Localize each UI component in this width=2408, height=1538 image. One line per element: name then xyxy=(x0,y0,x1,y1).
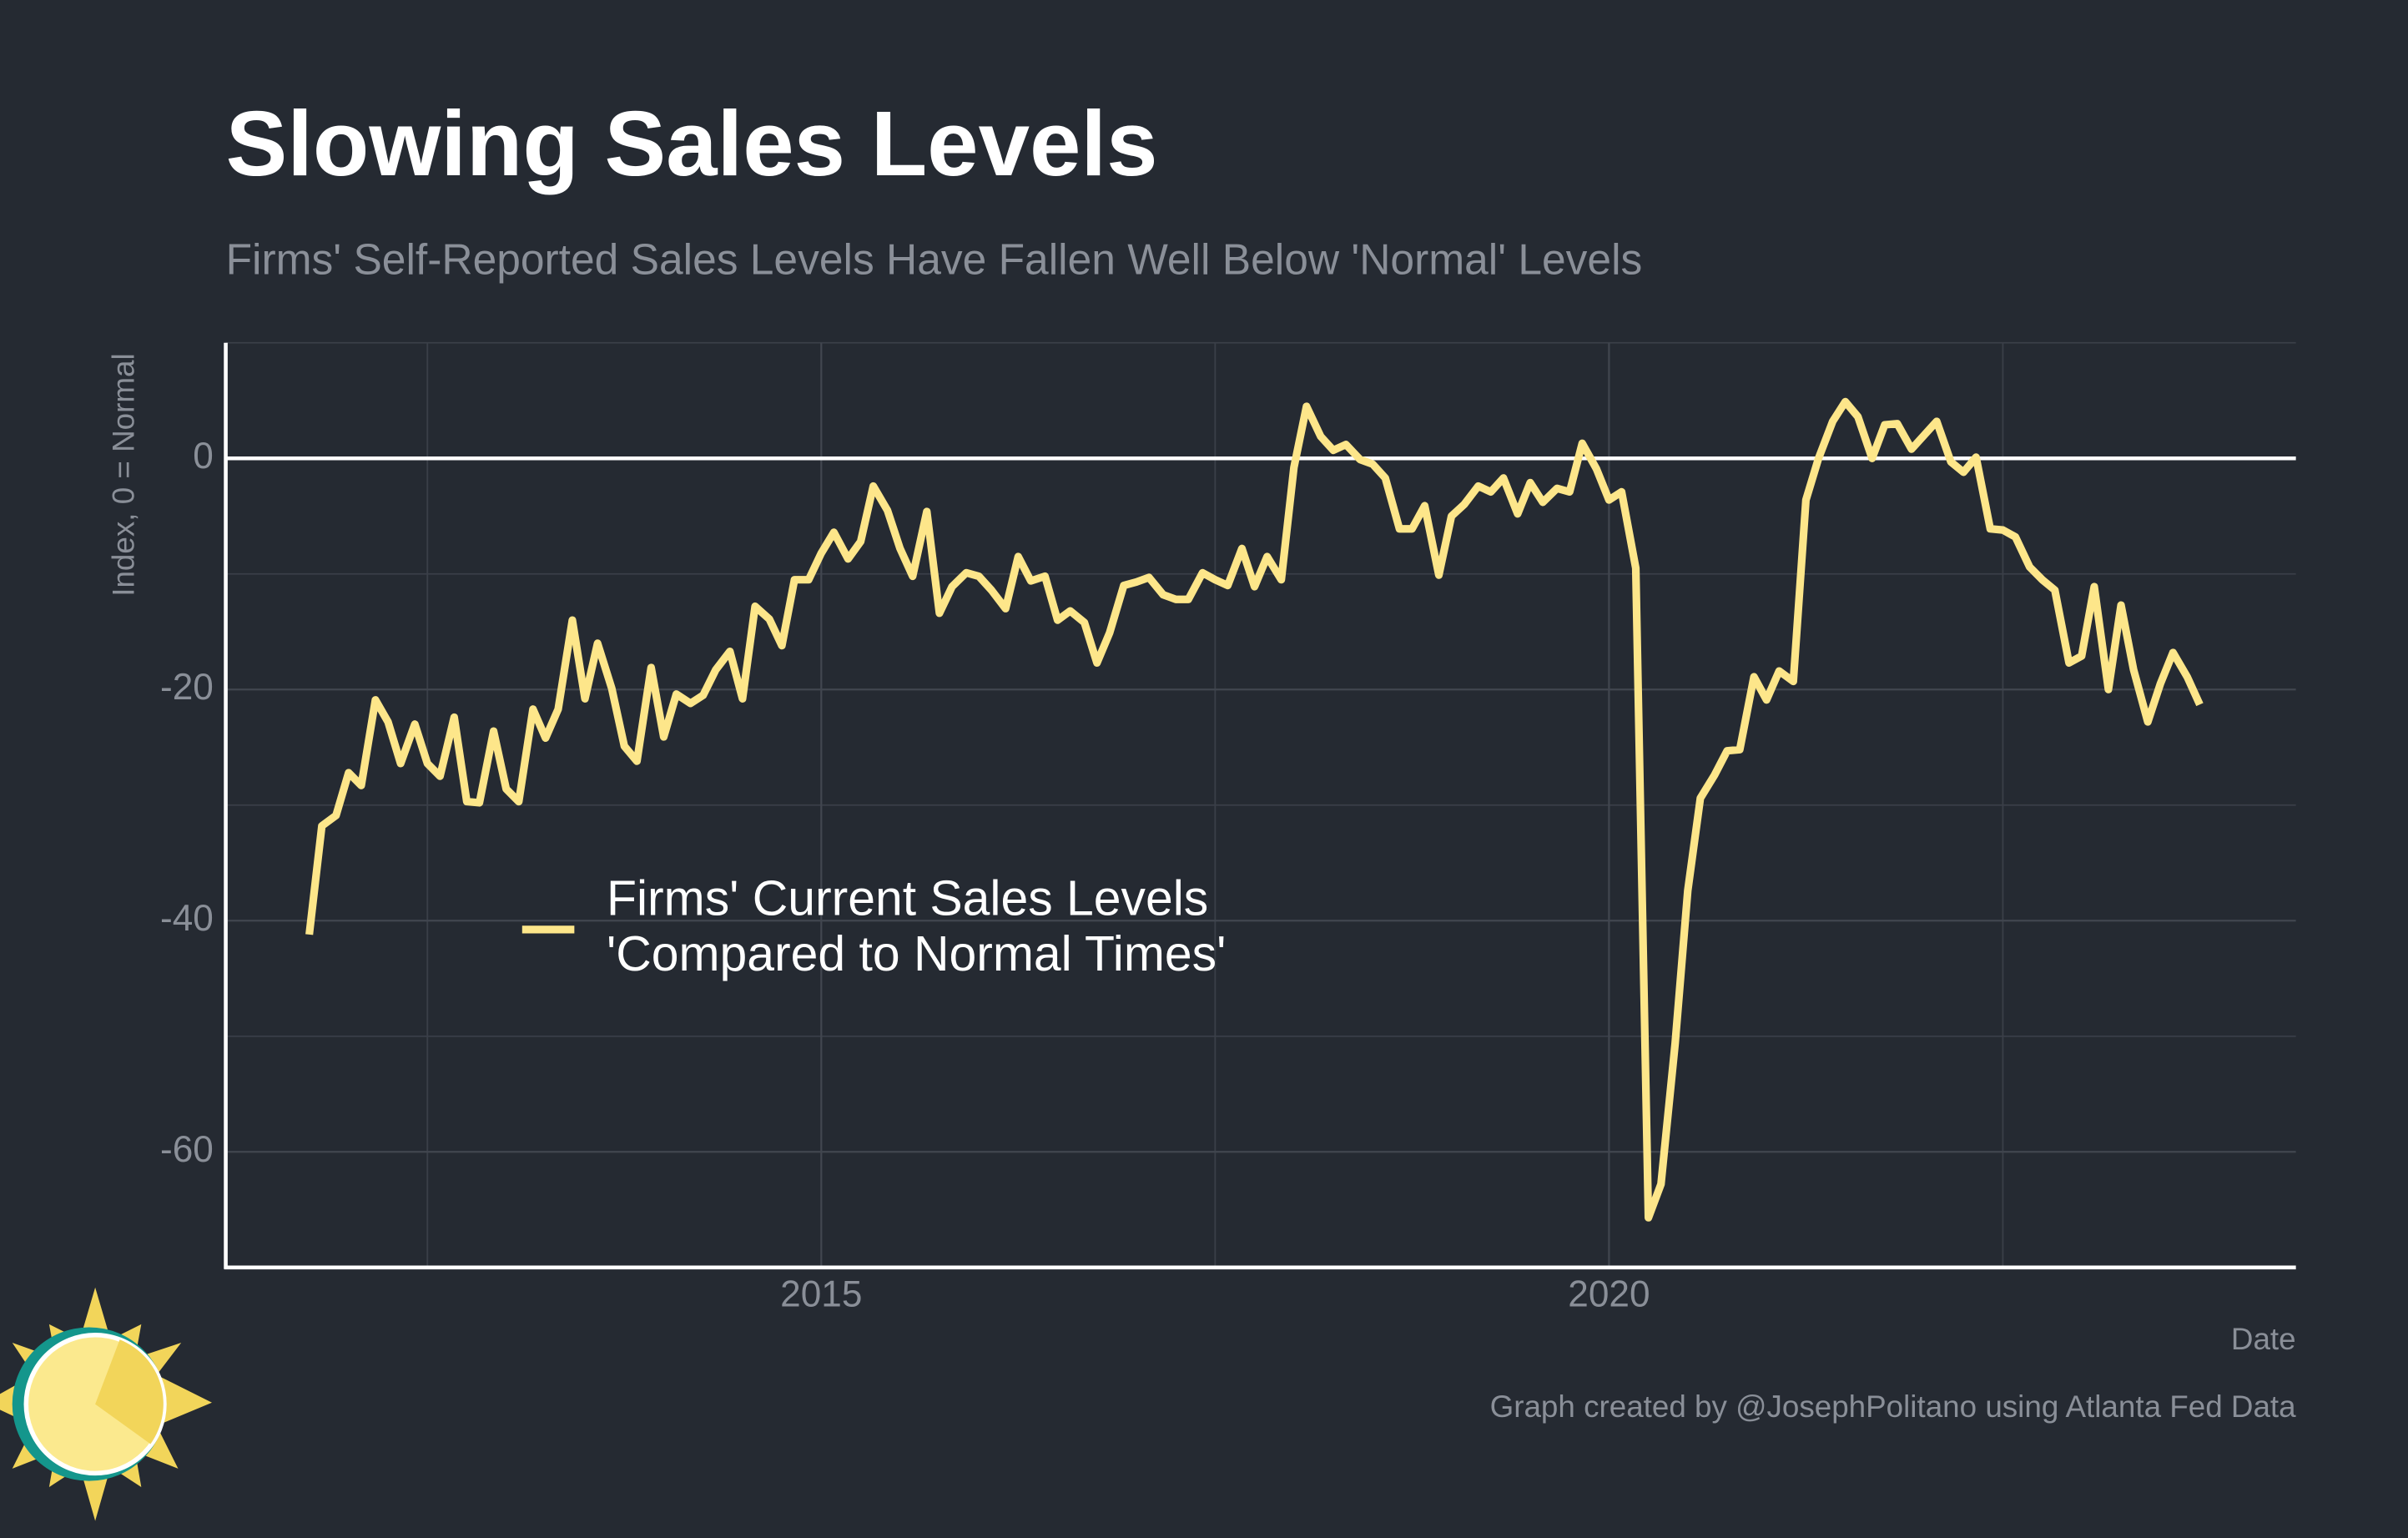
x-tick-label: 2020 xyxy=(1568,1273,1650,1314)
legend-label: Firms' Current Sales Levels 'Compared to … xyxy=(607,871,1226,981)
grid xyxy=(225,341,2296,1268)
y-tick-label: -40 xyxy=(160,898,214,939)
data-line xyxy=(305,397,2204,1222)
y-axis-label: Index, 0 = Normal xyxy=(107,353,141,596)
x-axis-label: Date xyxy=(2231,1322,2296,1356)
y-tick-label: -60 xyxy=(160,1129,214,1170)
logo xyxy=(0,1287,212,1521)
y-tick-label: -20 xyxy=(160,667,214,708)
caption: Graph created by @JosephPolitano using A… xyxy=(1490,1389,2297,1424)
x-tick-label: 2015 xyxy=(780,1273,862,1314)
y-tick-label: 0 xyxy=(193,436,214,477)
chart-subtitle: Firms' Self-Reported Sales Levels Have F… xyxy=(226,235,1643,284)
chart-title: Slowing Sales Levels xyxy=(226,93,1158,195)
